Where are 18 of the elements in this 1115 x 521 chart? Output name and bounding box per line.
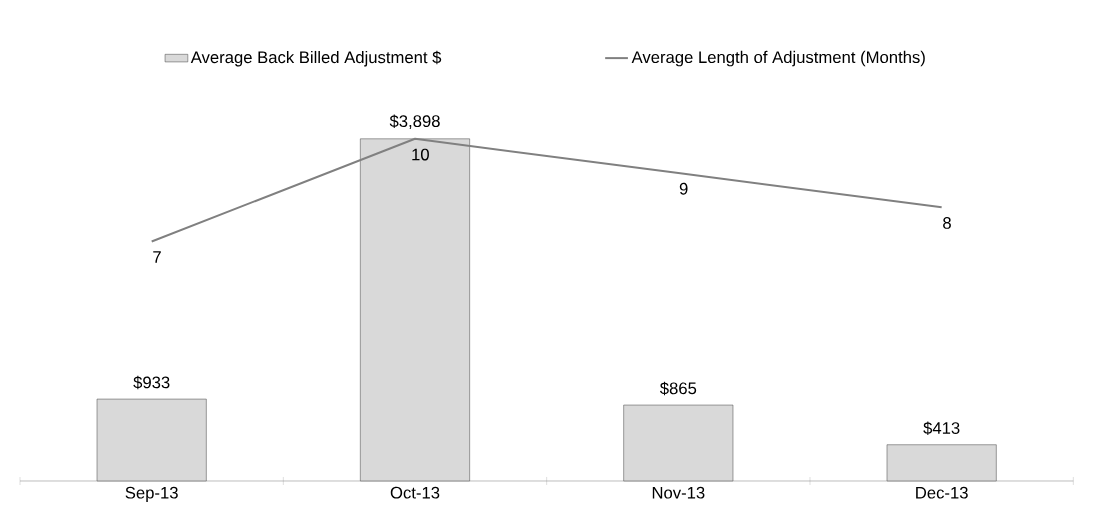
data-label: 10 — [412, 148, 429, 161]
legend-label: Average Length of Adjustment (Months) — [631, 50, 925, 67]
legend-label: Average Back Billed Adjustment $ — [190, 50, 442, 67]
bar — [96, 398, 207, 482]
data-label: $3,898 — [389, 114, 440, 129]
data-label: $865 — [659, 381, 697, 396]
x-tick-label: Oct-13 — [390, 486, 440, 499]
data-label: 9 — [679, 182, 688, 195]
bar — [886, 444, 997, 482]
x-tick-label: Nov-13 — [652, 486, 705, 499]
x-tick-label: Dec-13 — [916, 486, 968, 499]
x-tick-label: Sep-13 — [125, 486, 178, 502]
data-label: $413 — [923, 421, 960, 435]
data-label: $933 — [133, 375, 170, 390]
data-label: 7 — [153, 251, 161, 263]
bar — [623, 404, 734, 482]
data-label: 8 — [943, 217, 951, 229]
bar — [360, 138, 470, 482]
